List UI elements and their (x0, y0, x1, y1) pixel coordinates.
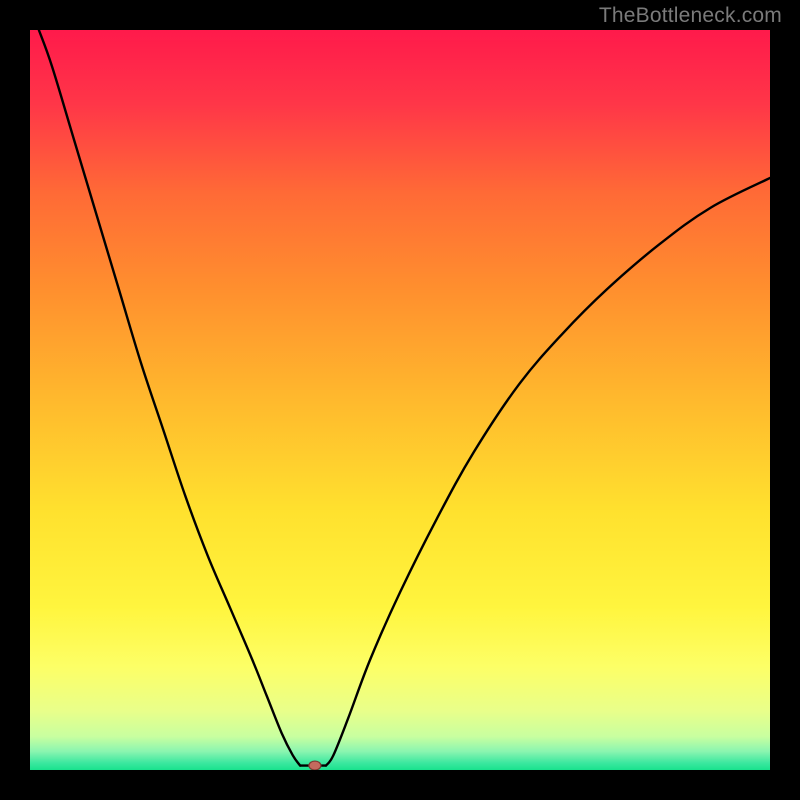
plot-area (30, 30, 770, 770)
minimum-marker (309, 761, 321, 770)
plot-svg (30, 30, 770, 770)
watermark-text: TheBottleneck.com (599, 4, 782, 28)
chart-canvas: TheBottleneck.com (0, 0, 800, 800)
gradient-background (30, 30, 770, 770)
